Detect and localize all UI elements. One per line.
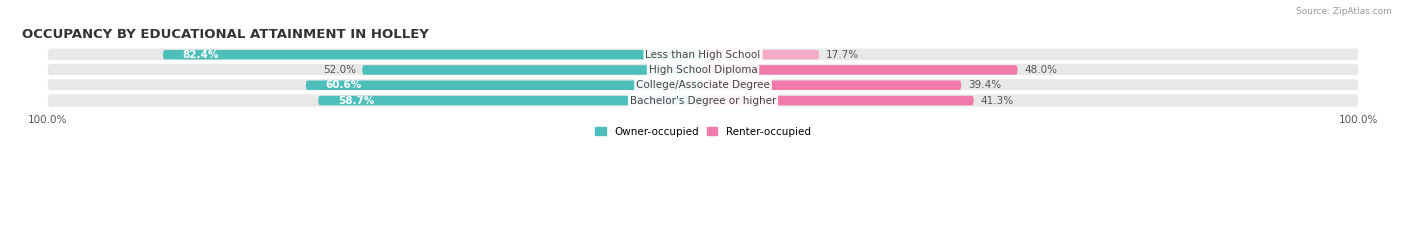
FancyBboxPatch shape [363, 65, 703, 75]
Text: 39.4%: 39.4% [967, 80, 1001, 90]
FancyBboxPatch shape [48, 48, 1358, 61]
FancyBboxPatch shape [318, 96, 703, 105]
FancyBboxPatch shape [307, 81, 703, 90]
Text: 17.7%: 17.7% [825, 50, 859, 60]
Text: 60.6%: 60.6% [326, 80, 361, 90]
FancyBboxPatch shape [163, 50, 703, 59]
Text: 58.7%: 58.7% [337, 96, 374, 106]
Text: 41.3%: 41.3% [980, 96, 1014, 106]
Legend: Owner-occupied, Renter-occupied: Owner-occupied, Renter-occupied [591, 123, 815, 141]
FancyBboxPatch shape [48, 79, 1358, 91]
Text: 82.4%: 82.4% [183, 50, 219, 60]
FancyBboxPatch shape [48, 94, 1358, 107]
Text: Bachelor's Degree or higher: Bachelor's Degree or higher [630, 96, 776, 106]
Text: 52.0%: 52.0% [323, 65, 356, 75]
Text: College/Associate Degree: College/Associate Degree [636, 80, 770, 90]
Text: OCCUPANCY BY EDUCATIONAL ATTAINMENT IN HOLLEY: OCCUPANCY BY EDUCATIONAL ATTAINMENT IN H… [22, 27, 429, 41]
FancyBboxPatch shape [703, 81, 962, 90]
FancyBboxPatch shape [48, 64, 1358, 76]
Text: High School Diploma: High School Diploma [648, 65, 758, 75]
Text: 48.0%: 48.0% [1024, 65, 1057, 75]
Text: Less than High School: Less than High School [645, 50, 761, 60]
FancyBboxPatch shape [703, 96, 973, 105]
FancyBboxPatch shape [703, 65, 1018, 75]
Text: Source: ZipAtlas.com: Source: ZipAtlas.com [1296, 7, 1392, 16]
FancyBboxPatch shape [703, 50, 818, 59]
